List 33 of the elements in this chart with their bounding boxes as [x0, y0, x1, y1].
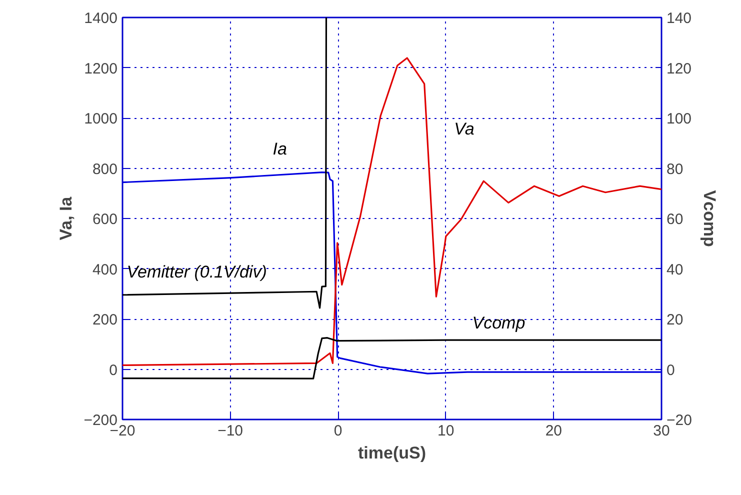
- series-label: Va: [454, 120, 474, 139]
- y-tick-label: 800: [92, 160, 118, 178]
- x-tick-label: −10: [218, 422, 244, 440]
- y-tick-label: 1400: [84, 10, 118, 27]
- y-tick-label: 0: [109, 362, 118, 379]
- x-tick-label: 20: [545, 422, 562, 440]
- y2-tick-label: 60: [666, 211, 684, 228]
- y-axis-title: Va, Ia: [56, 196, 76, 240]
- line-series: [122, 18, 328, 309]
- series-label: Vcomp: [472, 314, 526, 333]
- x-tick-label: 30: [653, 422, 670, 440]
- y2-axis-title: Vcomp: [700, 190, 719, 247]
- series-label: Ia: [272, 140, 287, 159]
- x-tick-label: 0: [334, 422, 342, 440]
- y2-tick-label: 20: [666, 312, 684, 328]
- y2-tick-label: 120: [666, 60, 692, 78]
- y2-tick-label: 140: [666, 10, 692, 27]
- y2-tick-label: 40: [666, 261, 684, 278]
- x-tick-label: 10: [438, 422, 454, 440]
- line-series: [122, 171, 662, 374]
- y2-tick-label: 0: [666, 362, 675, 379]
- y2-tick-label: 100: [666, 110, 692, 128]
- y-tick-label: 400: [92, 261, 118, 278]
- line-series: [122, 337, 662, 380]
- y-tick-label: 1000: [84, 110, 118, 128]
- series-label: Vemitter (0.1V/div): [126, 262, 267, 282]
- line-series: [122, 57, 662, 366]
- y-tick-label: 1200: [84, 60, 118, 78]
- y-tick-label: 600: [92, 211, 118, 228]
- y-tick-label: −200: [84, 412, 118, 429]
- y2-tick-label: 80: [666, 160, 684, 178]
- y-tick-label: 200: [92, 312, 118, 328]
- x-axis-title: time(uS): [358, 444, 426, 462]
